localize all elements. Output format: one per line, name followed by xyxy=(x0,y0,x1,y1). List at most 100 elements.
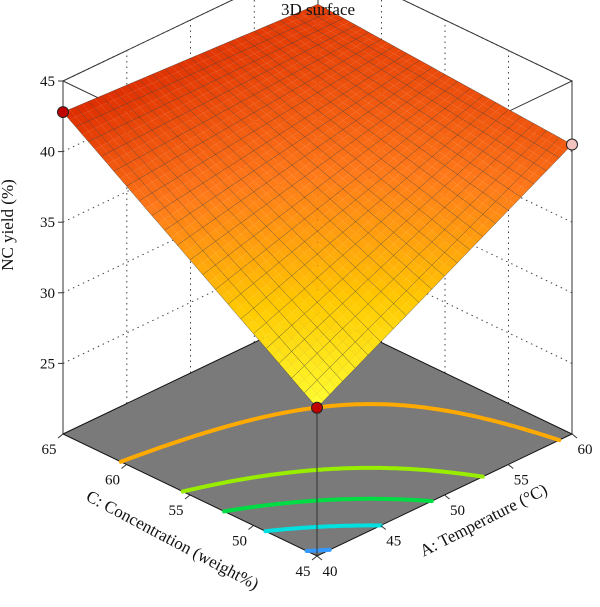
surface-cell xyxy=(482,165,496,176)
surface-cell xyxy=(158,207,171,219)
surface-cell xyxy=(253,231,267,243)
surface-cell xyxy=(209,47,223,56)
surface-cell xyxy=(463,162,477,174)
surface-cell xyxy=(126,82,140,92)
surface-cell xyxy=(158,68,172,78)
surface-cell xyxy=(190,243,203,256)
surface-cell xyxy=(241,229,254,241)
surface-cell xyxy=(196,52,210,61)
surface-cell xyxy=(183,169,197,181)
surface-cell xyxy=(196,162,210,173)
surface-cell xyxy=(463,133,477,144)
surface-cell xyxy=(273,72,286,81)
surface-cell xyxy=(457,179,471,190)
contour-line xyxy=(118,402,562,464)
surface-cell xyxy=(126,100,140,111)
surface-cell xyxy=(235,44,248,52)
surface-cell xyxy=(215,85,229,95)
surface-cell xyxy=(222,156,235,167)
surface-cell xyxy=(222,136,235,147)
surface-cell xyxy=(222,108,235,118)
surface-cell xyxy=(221,279,235,292)
surface-cell xyxy=(190,71,204,81)
surface-cell xyxy=(190,63,204,72)
surface-cell xyxy=(247,224,261,236)
surface-cell xyxy=(285,108,299,118)
surface-cell xyxy=(202,222,216,235)
surface-cell xyxy=(177,69,191,78)
surface-cell xyxy=(552,137,566,148)
surface-cell xyxy=(222,82,235,91)
surface-cell xyxy=(139,175,152,186)
surface-cell xyxy=(444,223,458,235)
surface-cell xyxy=(235,59,248,68)
surface-cell xyxy=(361,267,375,280)
surface-cell xyxy=(235,36,248,44)
surface-cell xyxy=(241,154,254,165)
surface-cell xyxy=(215,202,229,214)
surface-cell xyxy=(254,28,267,36)
surface-cell xyxy=(247,38,261,46)
y-tick-label: 65 xyxy=(42,442,57,458)
surface-cell xyxy=(279,31,293,39)
surface-cell xyxy=(203,119,216,129)
surface-cell xyxy=(362,85,375,95)
surface-cell xyxy=(502,128,515,138)
surface-cell xyxy=(457,102,471,112)
mesh-line xyxy=(62,3,319,113)
surface-cell xyxy=(183,202,197,214)
surface-cell xyxy=(190,116,203,126)
surface-cell xyxy=(190,166,203,177)
surface-cell xyxy=(171,146,184,157)
surface-cell xyxy=(521,129,534,140)
surface-cell xyxy=(215,225,229,237)
surface-cell xyxy=(126,140,140,151)
surface-cell xyxy=(107,129,121,140)
surface-cell xyxy=(253,328,267,342)
surface-cell xyxy=(151,200,165,212)
surface-cell xyxy=(209,241,222,254)
surface-cell xyxy=(501,178,515,189)
surface-cell xyxy=(177,113,191,124)
surface-cell xyxy=(222,146,235,157)
surface-cell xyxy=(489,169,502,180)
surface-cell xyxy=(362,103,375,112)
surface-cell xyxy=(209,185,222,197)
surface-cell xyxy=(221,220,235,233)
surface-cell xyxy=(228,238,241,251)
surface-cell xyxy=(216,60,229,69)
surface-cell xyxy=(508,161,522,172)
surface-cell xyxy=(476,203,490,215)
surface-cell xyxy=(260,162,273,173)
surface-cell xyxy=(177,206,191,218)
surface-cell xyxy=(215,181,229,193)
surface-cell xyxy=(502,118,515,129)
surface-cell xyxy=(476,181,490,193)
surface-cell xyxy=(457,211,471,223)
surface-cell xyxy=(463,226,477,239)
surface-cell xyxy=(139,113,153,124)
mesh-line xyxy=(88,17,344,142)
surface-cell xyxy=(260,79,274,88)
surface-cell xyxy=(286,50,299,58)
surface-cell xyxy=(241,98,254,108)
surface-cell xyxy=(476,113,490,123)
surface-cell xyxy=(183,149,197,160)
mesh-line xyxy=(228,41,483,237)
surface-cell xyxy=(457,189,471,201)
surface-cell xyxy=(279,234,292,246)
surface-cell xyxy=(234,281,248,294)
surface-cell xyxy=(266,67,280,76)
mesh-line xyxy=(279,20,534,185)
surface-cell xyxy=(145,110,159,121)
surface-cell xyxy=(94,95,108,106)
x-tick-label: 50 xyxy=(450,503,465,519)
surface-cell xyxy=(527,142,541,153)
surface-cell xyxy=(196,227,210,239)
surface-cell xyxy=(190,145,203,156)
surface-cell xyxy=(292,87,305,96)
surface-cell xyxy=(158,218,171,231)
surface-cell xyxy=(152,136,165,147)
surface-cell xyxy=(438,229,451,241)
surface-cell xyxy=(266,168,280,179)
